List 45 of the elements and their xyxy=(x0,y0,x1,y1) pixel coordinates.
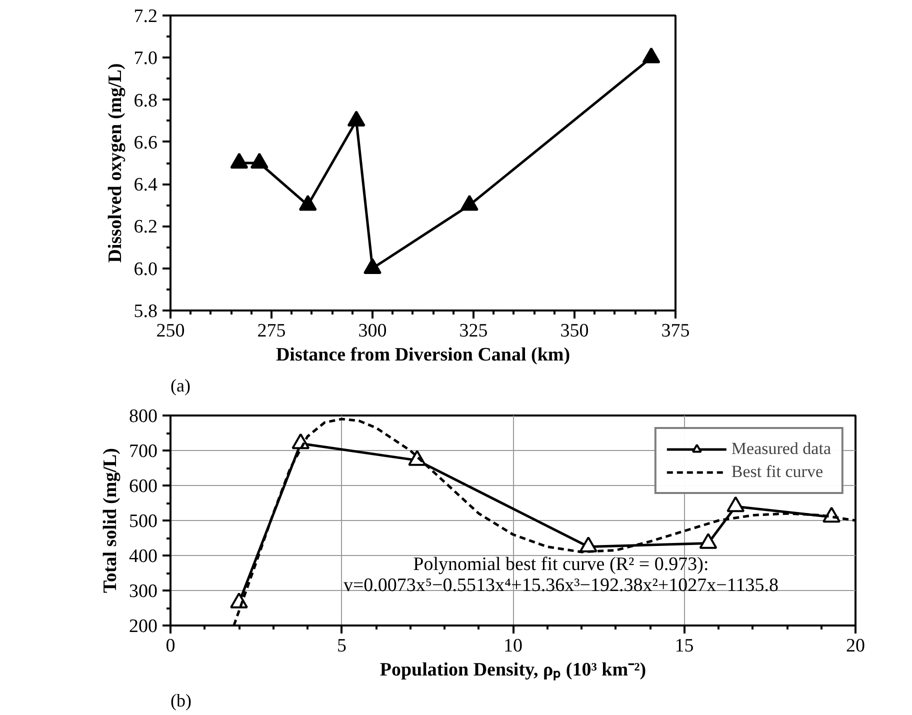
y-tick-label: 300 xyxy=(129,581,158,602)
x-tick-label: 15 xyxy=(674,636,694,656)
x-tick-label: 300 xyxy=(358,320,387,342)
point xyxy=(250,152,268,169)
point xyxy=(726,496,745,512)
x-tick-label: 375 xyxy=(661,320,690,342)
y-tick-label: 600 xyxy=(129,476,158,497)
x-axis-title: Population Density, ρₚ (10³ km⁻²) xyxy=(380,660,646,680)
y-tick-label: 6.2 xyxy=(134,216,158,238)
y-tick-label: 800 xyxy=(129,406,158,427)
point xyxy=(460,194,478,211)
y-tick-label: 400 xyxy=(129,546,158,567)
point xyxy=(347,110,366,126)
y-tick-label: 7.0 xyxy=(134,48,158,70)
text: (b) xyxy=(170,690,192,710)
point xyxy=(230,152,248,169)
x-tick-label: 250 xyxy=(156,320,185,342)
y-tick-label: 7.2 xyxy=(134,6,158,27)
y-axis-title: Dissolved oxygen (mg/L) xyxy=(104,63,126,263)
y-tick-label: 6.6 xyxy=(134,132,158,154)
y-tick-label: 6.8 xyxy=(134,90,158,112)
x-tick-label: 5 xyxy=(337,636,346,656)
y-tick-label: 700 xyxy=(129,441,158,462)
annotation: Polynomial best fit curve (R² = 0.973): xyxy=(413,554,709,576)
x-tick-label: 10 xyxy=(504,636,522,656)
point xyxy=(364,258,382,274)
x-tick-label: 0 xyxy=(166,636,176,656)
x-tick-label: 20 xyxy=(846,636,865,656)
x-axis-title: Distance from Diversion Canal (km) xyxy=(276,344,570,366)
y-tick-label: 5.8 xyxy=(134,301,158,322)
x-tick-label: 275 xyxy=(257,320,286,342)
y-axis-title: Total solid (mg/L) xyxy=(100,448,121,593)
legend-label: Measured data xyxy=(731,439,831,459)
annotation: v=0.0073x⁵−0.5513x⁴+15.36x³−192.38x²+1027x−1135.8 xyxy=(343,575,778,596)
y-tick-label: 6.4 xyxy=(134,174,158,196)
point xyxy=(298,194,317,211)
y-tick-label: 200 xyxy=(129,616,158,637)
y-tick-label: 6.0 xyxy=(134,258,158,280)
text: (a) xyxy=(170,376,190,396)
x-tick-label: 325 xyxy=(459,320,488,342)
y-tick-label: 500 xyxy=(129,511,158,532)
legend-label: Best fit curve xyxy=(731,462,823,482)
point xyxy=(699,533,718,549)
x-tick-label: 350 xyxy=(560,320,589,342)
point xyxy=(642,47,660,64)
